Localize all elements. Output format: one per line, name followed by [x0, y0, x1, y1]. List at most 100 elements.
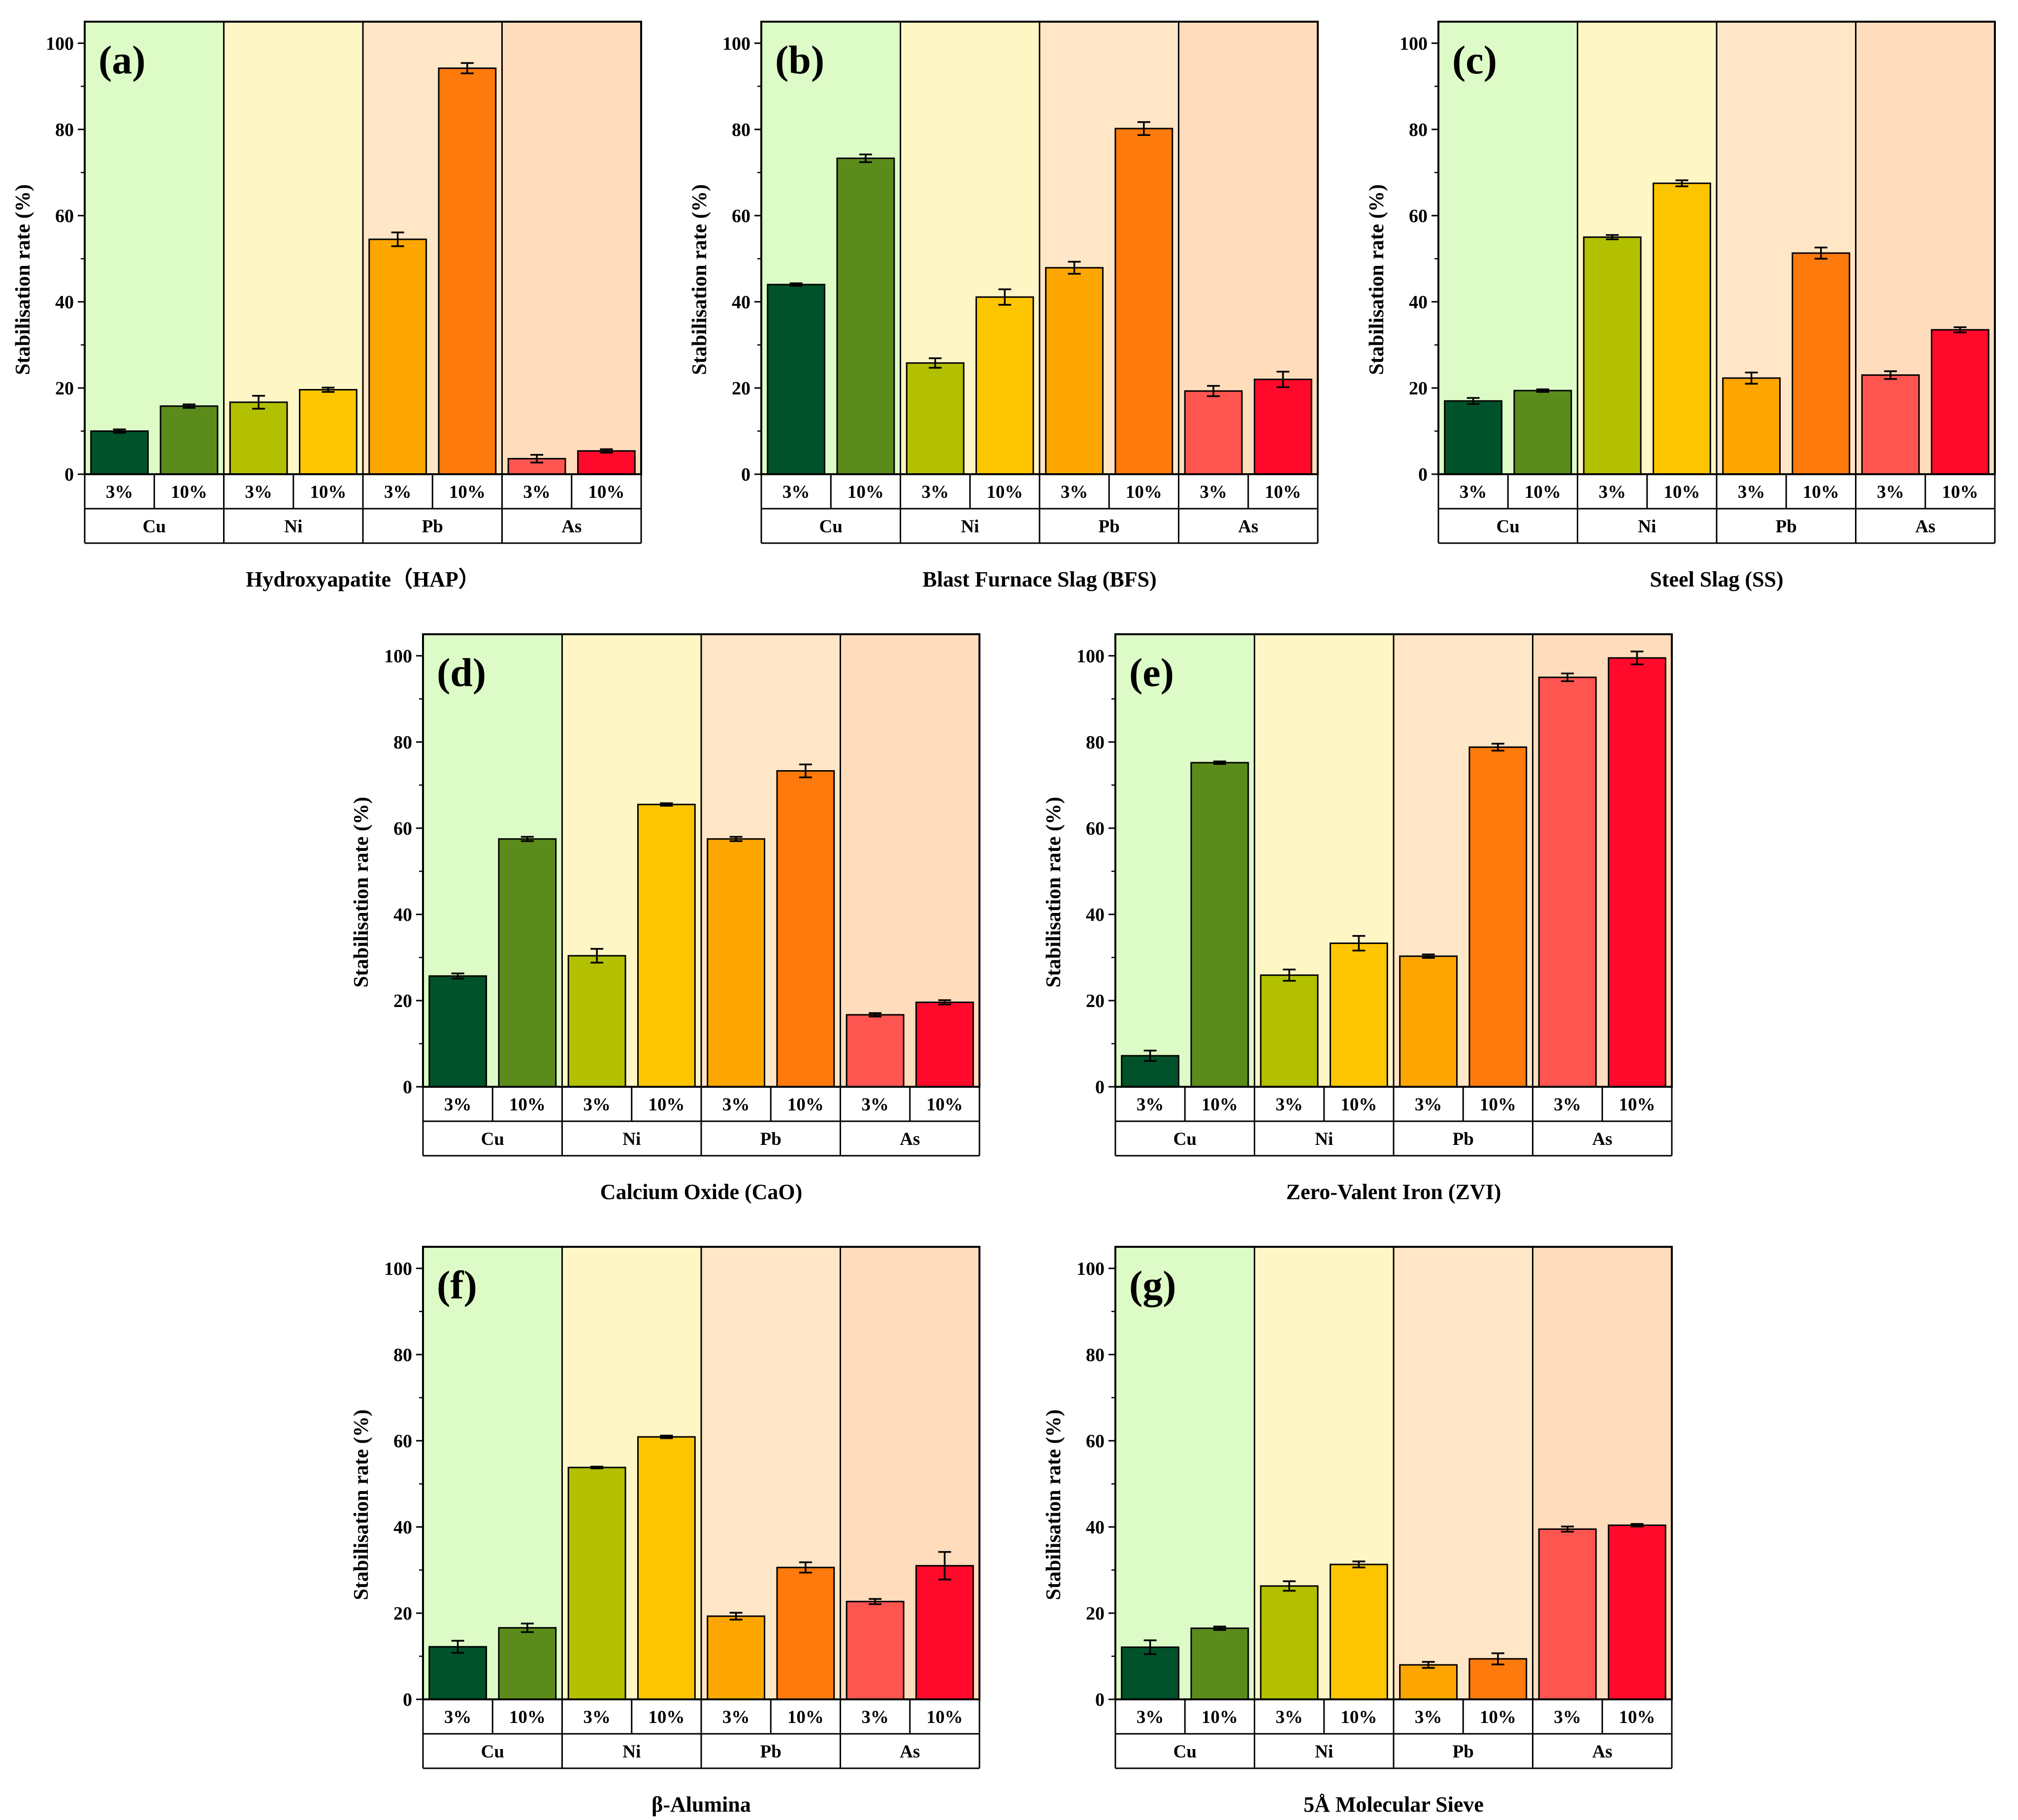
y-tick-label: 80	[55, 120, 74, 140]
error-bar	[660, 1434, 673, 1439]
dosage-label: 3%	[1275, 1707, 1303, 1727]
dosage-label: 3%	[921, 482, 949, 502]
category-table	[1114, 1699, 1673, 1769]
bar	[836, 157, 895, 475]
dosage-label: 10%	[1942, 482, 1978, 502]
error-bar	[799, 1561, 812, 1574]
metal-label: Cu	[481, 1742, 504, 1762]
bar	[1652, 182, 1711, 475]
bar	[90, 430, 149, 475]
metal-label: As	[1592, 1742, 1612, 1762]
error-bar	[998, 288, 1011, 306]
y-tick-label: 20	[393, 1603, 412, 1624]
metal-label: Ni	[1638, 517, 1656, 537]
metal-label: Ni	[1315, 1129, 1333, 1149]
error-bar	[1561, 1526, 1574, 1533]
bar	[846, 1600, 905, 1700]
metal-label: Ni	[1315, 1742, 1333, 1762]
dosage-label: 3%	[1415, 1707, 1442, 1727]
y-tick-label: 20	[732, 378, 750, 399]
bar	[428, 975, 488, 1088]
error-bar	[799, 763, 812, 779]
dosage-label: 3%	[1877, 482, 1904, 502]
error-bar	[1630, 1523, 1644, 1528]
bar	[776, 1566, 835, 1700]
error-bar	[859, 153, 872, 163]
error-bar	[729, 836, 743, 842]
group-background	[502, 22, 641, 474]
y-tick-label: 20	[55, 378, 74, 399]
metal-label: Cu	[143, 517, 166, 537]
bar	[1722, 377, 1781, 475]
y-tick-label: 0	[741, 464, 750, 485]
metal-label: As	[1592, 1129, 1612, 1149]
bar	[776, 770, 835, 1088]
chart-panel: 3% 10% 3% 10% 3% 10% 3% 10%Cu Ni Pb As020406080100…	[688, 21, 1319, 591]
metal-label: As	[561, 517, 582, 537]
dosage-label: 10%	[1202, 1095, 1238, 1115]
bar	[1861, 374, 1920, 475]
bar	[767, 284, 826, 475]
chart-panel: 3% 10% 3% 10% 3% 10% 3% 10%Cu Ni Pb As020406080100…	[12, 21, 642, 591]
dosage-label: 3%	[1738, 482, 1765, 502]
y-tick-label: 0	[403, 1077, 412, 1098]
y-tick-label: 100	[384, 646, 412, 667]
panel-label: (c)	[1452, 37, 1497, 82]
bar	[637, 1436, 696, 1700]
bar	[975, 296, 1034, 475]
y-tick-label: 100	[1076, 646, 1105, 667]
bar	[1329, 1563, 1388, 1700]
error-bar	[182, 403, 195, 409]
bar	[577, 450, 636, 475]
group-background	[85, 22, 224, 474]
group-background	[1394, 1247, 1533, 1699]
chart-panel: 3% 10% 3% 10% 3% 10% 3% 10%Cu Ni Pb As020406080100…	[1042, 633, 1673, 1204]
metal-label: Pb	[1099, 517, 1120, 537]
y-tick-label: 80	[393, 732, 412, 753]
error-bar	[1884, 370, 1897, 380]
error-bar	[590, 1465, 604, 1469]
error-bar	[1745, 371, 1758, 385]
bar	[1930, 329, 1989, 475]
dosage-label: 10%	[787, 1095, 824, 1115]
y-axis-label: Stabilisation rate (%)	[350, 797, 373, 987]
error-bar	[1276, 370, 1290, 388]
y-tick-label: 80	[1086, 1345, 1105, 1365]
dosage-label: 3%	[583, 1095, 611, 1115]
error-bar	[1422, 953, 1435, 959]
bar	[298, 389, 358, 475]
category-table	[84, 474, 642, 544]
dosage-label: 10%	[509, 1707, 546, 1727]
panel-label: (a)	[98, 37, 146, 82]
bar	[1444, 400, 1503, 475]
dosage-label: 3%	[583, 1707, 611, 1727]
metal-label: As	[1238, 517, 1258, 537]
dosage-label: 10%	[1803, 482, 1839, 502]
error-bar	[1491, 743, 1504, 752]
metal-label: As	[900, 1742, 920, 1762]
bar	[1399, 1664, 1458, 1700]
bar	[567, 1466, 626, 1700]
bar	[438, 67, 497, 475]
error-bar	[1630, 650, 1644, 666]
y-tick-label: 0	[65, 464, 74, 485]
y-tick-label: 60	[55, 206, 74, 227]
bar	[1329, 942, 1388, 1088]
y-tick-label: 100	[1076, 1259, 1105, 1279]
error-bar	[322, 387, 335, 393]
y-tick-label: 40	[393, 905, 412, 925]
y-tick-label: 20	[1086, 991, 1105, 1011]
panel-label: (d)	[437, 650, 486, 695]
y-tick-label: 100	[46, 33, 74, 54]
bar	[498, 838, 557, 1088]
x-axis-title: Zero-Valent Iron (ZVI)	[1286, 1180, 1501, 1204]
bar	[1190, 1627, 1249, 1700]
bar	[1253, 378, 1312, 475]
dosage-label: 10%	[648, 1095, 684, 1115]
error-bar	[451, 973, 464, 980]
metal-label: Pb	[422, 517, 443, 537]
y-tick-label: 20	[1086, 1603, 1105, 1624]
y-tick-label: 80	[1409, 120, 1428, 140]
bar	[1468, 746, 1528, 1088]
metal-label: Cu	[481, 1129, 504, 1149]
